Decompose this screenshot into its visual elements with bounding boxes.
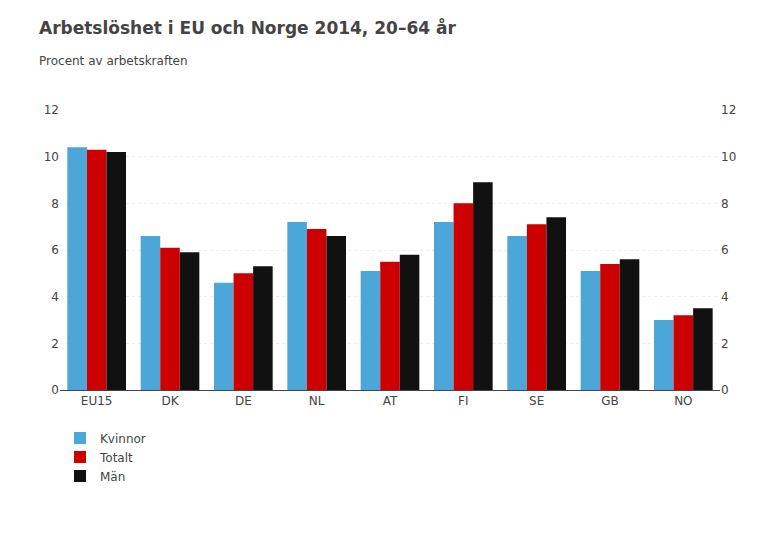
svg-text:10: 10 (721, 150, 736, 164)
svg-text:FI: FI (458, 394, 468, 408)
svg-text:SE: SE (529, 394, 544, 408)
svg-text:DK: DK (161, 394, 179, 408)
svg-text:4: 4 (51, 290, 59, 304)
svg-text:2: 2 (721, 337, 729, 351)
svg-text:8: 8 (51, 197, 59, 211)
svg-text:8: 8 (721, 197, 729, 211)
svg-text:Män: Män (100, 470, 125, 484)
svg-text:Procent av arbetskraften: Procent av arbetskraften (39, 54, 188, 68)
svg-text:GB: GB (601, 394, 619, 408)
svg-text:EU15: EU15 (81, 394, 113, 408)
svg-text:4: 4 (721, 290, 729, 304)
svg-text:Arbetslöshet i EU och Norge 20: Arbetslöshet i EU och Norge 2014, 20–64 … (39, 17, 456, 38)
svg-text:NL: NL (309, 394, 325, 408)
svg-text:AT: AT (383, 394, 398, 408)
svg-text:6: 6 (721, 243, 729, 257)
svg-text:12: 12 (721, 103, 736, 117)
svg-text:6: 6 (51, 243, 59, 257)
svg-text:2: 2 (51, 337, 59, 351)
svg-text:0: 0 (51, 383, 59, 397)
svg-text:NO: NO (674, 394, 692, 408)
svg-text:Kvinnor: Kvinnor (100, 432, 146, 446)
svg-text:10: 10 (44, 150, 59, 164)
svg-text:12: 12 (44, 103, 59, 117)
svg-text:DE: DE (235, 394, 252, 408)
svg-text:0: 0 (721, 383, 729, 397)
svg-text:Totalt: Totalt (99, 451, 133, 465)
